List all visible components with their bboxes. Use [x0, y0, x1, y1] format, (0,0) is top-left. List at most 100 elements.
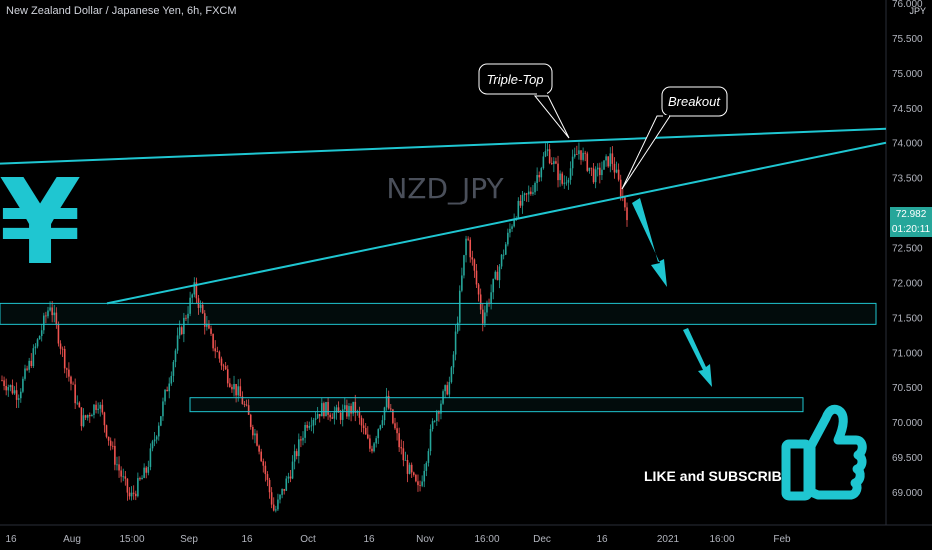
candle-body	[97, 408, 99, 410]
candle-body	[385, 395, 388, 408]
candle-body	[277, 499, 279, 510]
candle-body	[412, 472, 415, 475]
candle-body	[220, 358, 223, 366]
candle-body	[599, 167, 601, 176]
candle-body	[149, 448, 152, 467]
candle-body	[128, 492, 131, 497]
candle-body	[174, 350, 177, 362]
support-zone[interactable]	[0, 302, 877, 325]
candle-body	[463, 255, 465, 276]
countdown-timer-badge: 01:20:11	[890, 221, 932, 237]
candle-body	[30, 360, 33, 367]
candle-body	[467, 238, 469, 240]
candle-body	[268, 479, 271, 493]
price-axis[interactable]: 76.00075.50075.00074.50074.00073.50073.0…	[892, 0, 923, 499]
candle-body	[546, 149, 549, 152]
candle-body	[381, 420, 384, 426]
candle-body	[536, 175, 538, 183]
time-axis[interactable]: 16 Aug 15:00 Sep 16 Oct 16 Nov 16:00 Dec 16 2021 16:…	[5, 534, 791, 545]
candle-body	[172, 361, 175, 376]
yen-icon: ¥	[0, 153, 81, 291]
candle-body	[542, 156, 545, 169]
candle-body	[15, 390, 18, 400]
candle-body	[122, 476, 125, 478]
candle-body	[406, 459, 409, 474]
candle-body	[452, 354, 455, 368]
candle-body	[435, 412, 438, 421]
price-tick-label: 71.000	[892, 348, 923, 359]
candle-body	[469, 239, 472, 258]
candle-body	[310, 425, 313, 427]
candle-body	[11, 385, 14, 394]
candle-body	[28, 360, 30, 370]
candle-body	[206, 323, 208, 327]
time-tick-label: Dec	[533, 534, 551, 545]
candle-body	[82, 415, 85, 427]
candle-body	[160, 416, 162, 426]
candle-body	[80, 407, 83, 427]
candle-body	[360, 417, 363, 426]
time-tick-label: 16:00	[474, 534, 499, 545]
candle-body	[53, 312, 56, 316]
candle-body	[530, 191, 532, 194]
candle-body	[605, 156, 607, 161]
candle-body	[180, 327, 183, 335]
candle-body	[266, 474, 269, 480]
candle-body	[189, 297, 191, 314]
candle-body	[619, 179, 622, 197]
candle-body	[410, 464, 413, 473]
time-tick-label: 16	[596, 534, 608, 545]
candle-body	[387, 395, 390, 409]
candle-body	[335, 407, 338, 413]
candle-body	[134, 493, 137, 497]
candle-body	[444, 385, 446, 392]
candle-body	[153, 439, 156, 442]
candle-body	[55, 312, 58, 325]
candle-body	[239, 386, 242, 397]
candle-body	[233, 383, 235, 390]
candle-body	[479, 294, 482, 310]
candle-body	[567, 179, 570, 183]
candle-body	[454, 331, 457, 355]
candle-body	[93, 404, 95, 415]
candle-body	[404, 459, 407, 461]
candles-group	[1, 142, 628, 513]
candle-body	[373, 443, 375, 452]
candle-body	[576, 154, 578, 155]
candle-body	[43, 315, 45, 331]
candle-body	[329, 414, 331, 418]
like-subscribe-text[interactable]: LIKE and SUBSCRIBE	[644, 468, 791, 484]
candle-body	[275, 509, 277, 511]
breakout-label: Breakout	[668, 94, 721, 109]
candle-body	[327, 402, 329, 415]
time-tick-label: 16	[5, 534, 17, 545]
candle-body	[448, 382, 451, 395]
time-tick-label: Feb	[773, 534, 791, 545]
candle-body	[538, 175, 541, 178]
candle-body	[544, 151, 547, 157]
candle-body	[601, 169, 603, 176]
candle-body	[350, 406, 352, 414]
thumbs-up-icon[interactable]	[781, 404, 867, 501]
candle-body	[111, 445, 114, 447]
candle-body	[569, 168, 572, 180]
candle-body	[300, 439, 302, 441]
candle-body	[70, 376, 72, 384]
candle-body	[264, 465, 267, 475]
candle-body	[59, 343, 62, 349]
candle-body	[285, 478, 288, 491]
price-tick-label: 70.000	[892, 418, 923, 429]
candle-body	[594, 169, 597, 183]
candle-body	[321, 403, 323, 417]
candle-body	[203, 313, 206, 327]
candle-body	[241, 396, 244, 405]
candle-body	[281, 488, 283, 495]
support-zone[interactable]	[189, 397, 804, 413]
candle-body	[603, 160, 605, 170]
candle-body	[504, 244, 507, 255]
rising-trendline[interactable]	[106, 141, 887, 305]
down-arrow-large	[632, 198, 667, 287]
resistance-trendline[interactable]	[0, 127, 887, 165]
candle-body	[72, 383, 74, 385]
